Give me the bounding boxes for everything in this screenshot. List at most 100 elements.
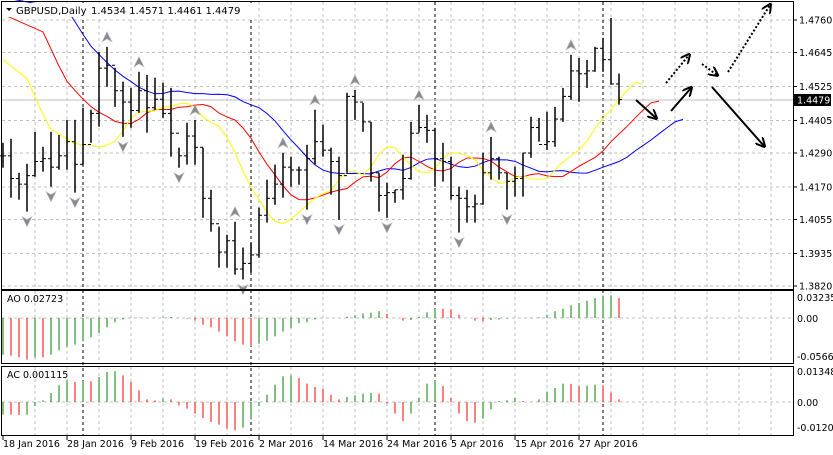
price-tick-label: 1.3935 bbox=[799, 249, 832, 260]
ac-tick-min: -0.01208 bbox=[797, 423, 833, 434]
ohlc-bar bbox=[528, 116, 534, 158]
ohlc-bar bbox=[400, 154, 406, 200]
ohlc-bar bbox=[272, 164, 278, 205]
ohlc-bar bbox=[432, 127, 438, 187]
ac-pane-frame bbox=[1, 366, 794, 436]
arrow-up-dotted-long[interactable] bbox=[727, 5, 770, 73]
ao-tick-min: -0.05662 bbox=[797, 352, 833, 363]
ohlc-bar bbox=[304, 144, 310, 210]
ohlc-bar bbox=[288, 156, 294, 187]
ohlc-bar bbox=[104, 46, 110, 87]
fractal-up-arrow-icon bbox=[565, 39, 577, 51]
ohlc-bar bbox=[488, 136, 494, 180]
ohlc-bar bbox=[112, 64, 118, 107]
time-tick-label: 2 Mar 2016 bbox=[259, 439, 313, 450]
ohlc-bar bbox=[216, 223, 222, 268]
ao-histogram bbox=[2, 295, 620, 360]
ohlc-bar bbox=[312, 109, 318, 165]
fractal-up-arrow-icon bbox=[277, 137, 289, 149]
fractal-up-arrow-icon bbox=[413, 89, 425, 101]
price-bars bbox=[0, 18, 622, 280]
time-axis[interactable]: 18 Jan 2016 28 Jan 2016 9 Feb 2016 19 Feb 2… bbox=[2, 436, 638, 450]
fractal-down-arrow-icon bbox=[453, 236, 465, 249]
fractal-down-arrow-icon bbox=[301, 213, 313, 226]
ohlc-bar bbox=[88, 109, 94, 146]
arrow-dotted-small[interactable] bbox=[701, 63, 717, 75]
ac-tick-max: 0.013485 bbox=[797, 367, 833, 378]
header-bg bbox=[3, 3, 253, 17]
arrow-up-short[interactable] bbox=[670, 88, 691, 112]
price-tick-label: 1.3820 bbox=[799, 282, 832, 293]
ohlc-bar bbox=[320, 124, 326, 157]
ohlc-bar bbox=[568, 54, 574, 100]
ohlc-bar bbox=[128, 87, 134, 128]
ohlc-bar bbox=[480, 152, 486, 205]
ohlc-bar bbox=[184, 122, 190, 165]
ohlc-bar bbox=[520, 152, 526, 197]
arrow-up-dotted[interactable] bbox=[665, 55, 689, 84]
ohlc-bar bbox=[56, 134, 62, 170]
ohlc-bar bbox=[608, 18, 614, 85]
time-tick-label: 14 Mar 2016 bbox=[323, 439, 383, 450]
ao-pane-frame bbox=[1, 290, 794, 364]
ohlc-bar bbox=[168, 87, 174, 157]
time-tick-label: 19 Feb 2016 bbox=[195, 439, 254, 450]
ohlc-bar bbox=[256, 207, 262, 258]
ohlc-bar bbox=[144, 74, 150, 133]
ohlc-bar bbox=[560, 87, 566, 122]
fractal-down-arrow-icon bbox=[45, 190, 57, 203]
arrow-down-short[interactable] bbox=[635, 99, 656, 118]
ohlc-bar bbox=[472, 194, 478, 223]
ohlc-bar bbox=[336, 156, 342, 220]
ohlc-bar bbox=[208, 189, 214, 232]
ohlc-bar bbox=[120, 81, 126, 137]
ohlc-bar bbox=[352, 89, 358, 120]
dropdown-triangle-icon[interactable] bbox=[6, 8, 12, 11]
fractal-down-arrow-icon bbox=[69, 196, 81, 209]
ohlc-bar bbox=[376, 172, 382, 212]
arrow-down-long[interactable] bbox=[711, 86, 764, 146]
fractal-up-arrow-icon bbox=[309, 94, 321, 106]
fractal-down-arrow-icon bbox=[381, 222, 393, 234]
price-tick-label: 1.4170 bbox=[799, 182, 832, 193]
fractals bbox=[21, 31, 577, 296]
ohlc-bar bbox=[296, 166, 302, 185]
ohlc-bar bbox=[24, 163, 30, 212]
ohlc-bar bbox=[464, 189, 470, 223]
price-tick-label: 1.4405 bbox=[799, 116, 832, 127]
ohlc-bar bbox=[392, 189, 398, 203]
ohlc-bar bbox=[360, 101, 366, 132]
ohlc-bar bbox=[152, 77, 158, 110]
ohlc-bar bbox=[368, 121, 374, 182]
ohlc-bar bbox=[544, 111, 550, 150]
period-separators bbox=[82, 2, 604, 435]
fractal-down-arrow-icon bbox=[117, 141, 129, 153]
ohlc-bar bbox=[448, 156, 454, 200]
price-tick-label: 1.4760 bbox=[799, 16, 832, 27]
ohlc-bar bbox=[240, 247, 246, 280]
ohlc-bar bbox=[536, 117, 542, 146]
time-tick-label: 5 Apr 2016 bbox=[451, 439, 504, 450]
ohlc-bar bbox=[496, 156, 502, 180]
ohlc-bar bbox=[552, 106, 558, 147]
ohlc-bar bbox=[64, 119, 70, 170]
ohlc-bar bbox=[248, 242, 254, 273]
fractal-up-arrow-icon bbox=[485, 121, 497, 133]
forecast-arrows[interactable] bbox=[635, 5, 770, 146]
fractal-down-arrow-icon bbox=[333, 224, 345, 236]
ohlc-readout: 1.4534 1.4571 1.4461 1.4479 bbox=[91, 6, 241, 17]
main-pane-frame bbox=[1, 1, 794, 290]
ohlc-bar bbox=[136, 71, 142, 113]
ohlc-bar bbox=[416, 104, 422, 134]
price-tick-label: 1.4055 bbox=[799, 215, 832, 226]
ohlc-bar bbox=[224, 234, 230, 268]
ohlc-bar bbox=[192, 119, 198, 165]
ohlc-bar bbox=[0, 142, 6, 168]
ac-title: AC 0.001115 bbox=[7, 370, 68, 381]
price-axis[interactable]: 1.4760 1.4645 1.4525 1.4405 1.4290 1.4170 1.40… bbox=[793, 16, 832, 293]
fractal-down-arrow-icon bbox=[21, 215, 33, 228]
alligator-indicator bbox=[2, 0, 684, 225]
fractal-down-arrow-icon bbox=[173, 171, 185, 184]
ohlc-bar bbox=[616, 73, 622, 105]
